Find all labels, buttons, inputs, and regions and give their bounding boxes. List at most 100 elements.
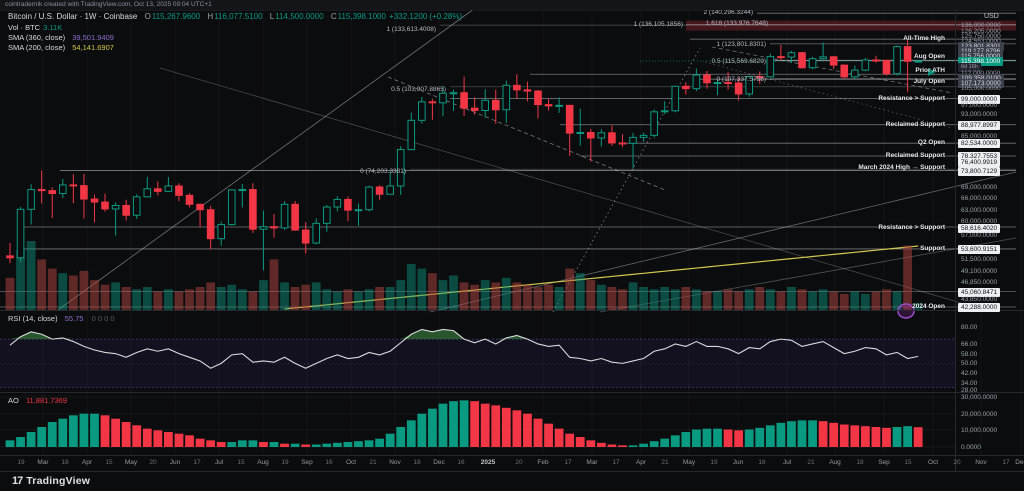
- ao-bar: [501, 407, 511, 447]
- ao-bar: [512, 410, 522, 447]
- volume-bar: [375, 287, 384, 310]
- price-axis-label: 20,000.0000: [961, 410, 998, 418]
- volume-bar: [111, 282, 120, 310]
- volume-bar: [121, 287, 131, 310]
- price-axis-label: 123,801.8301: [958, 41, 1004, 51]
- candle-body: [439, 92, 447, 104]
- ao-bar: [259, 441, 268, 447]
- candle-body: [703, 74, 711, 84]
- volume-bar: [343, 289, 353, 310]
- ao-bar: [459, 400, 469, 447]
- price-axis-label: 46,850.0000: [961, 278, 998, 286]
- candle-body: [428, 101, 437, 104]
- volume-bar: [100, 284, 110, 310]
- trend-line: [57, 5, 479, 311]
- candle-body: [819, 56, 827, 60]
- price-axis-label: 109,358.0100: [958, 73, 1004, 83]
- ao-bar: [121, 421, 131, 447]
- ao-bar: [818, 421, 828, 447]
- ao-bar: [554, 428, 564, 447]
- volume-bar: [322, 289, 332, 310]
- volume-bar: [438, 280, 448, 310]
- tradingview-logo[interactable]: 17 TradingView: [12, 475, 90, 487]
- volume-bar: [491, 282, 501, 310]
- ao-bar: [628, 445, 638, 447]
- price-axis-label: 78,327.7553: [958, 151, 1001, 161]
- candle-body: [470, 107, 479, 112]
- price-axis-label: 57,000.0000: [961, 231, 998, 239]
- trend-line: [159, 67, 986, 311]
- ao-bar: [322, 443, 332, 447]
- volume-bar: [586, 280, 596, 310]
- price-axis-label: 115,398.1000: [958, 56, 1004, 66]
- ao-bar: [449, 401, 458, 447]
- trend-line: [387, 76, 666, 191]
- volume-bar: [607, 287, 617, 310]
- ao-bar: [100, 415, 110, 447]
- candle-body: [27, 189, 35, 210]
- candle-body: [755, 76, 764, 79]
- ao-bar: [702, 428, 712, 447]
- tradingview-logo-mark: 17: [12, 475, 23, 487]
- volume-legend-row[interactable]: Vol · BTC 3.11K: [8, 23, 62, 32]
- sma200-line: [284, 245, 919, 310]
- candle-body: [766, 56, 775, 78]
- candle-body: [69, 184, 78, 187]
- ao-bar: [723, 429, 733, 447]
- volume-bar: [808, 291, 817, 310]
- change-value: +332.1200 (+0.28%): [389, 12, 463, 21]
- ao-bar: [206, 440, 216, 447]
- rsi-legend-row[interactable]: RSI (14, close) 55.75 0 0 0 0: [8, 314, 115, 323]
- volume-bar: [354, 291, 363, 310]
- ao-bar: [903, 426, 912, 447]
- ao-bar: [470, 401, 480, 447]
- price-axis-label: 97,000.0000: [961, 101, 998, 109]
- ao-bar: [79, 413, 89, 447]
- ao-bar: [639, 443, 648, 447]
- price-axis-label: 99,000.0000: [958, 94, 1001, 104]
- high-value: 116,077.5100: [214, 12, 263, 21]
- volume-bar: [744, 289, 754, 310]
- ao-bar: [248, 440, 258, 447]
- price-axis-currency[interactable]: USD: [984, 13, 999, 20]
- candle-body: [143, 188, 152, 198]
- ao-legend-row[interactable]: AO 11,881.7369: [8, 396, 67, 405]
- candle-body: [808, 58, 817, 69]
- volume-bar: [787, 287, 796, 310]
- ao-bar: [871, 426, 881, 447]
- candle-body: [713, 82, 722, 85]
- candle-body: [565, 104, 574, 134]
- volume-bar: [639, 287, 648, 310]
- candle-body: [829, 56, 838, 66]
- low-value: 114,500.0000: [275, 12, 324, 21]
- volume-bar: [248, 291, 258, 310]
- volume-bar: [544, 284, 553, 310]
- volume-bar: [206, 282, 216, 310]
- volume-value: 3.11K: [43, 23, 63, 32]
- candle-body: [734, 82, 743, 95]
- candle-body: [682, 85, 690, 90]
- candle-body: [175, 185, 183, 196]
- volume-bar: [16, 250, 25, 310]
- candle-body: [449, 92, 458, 95]
- price-axis-label: 58.00: [961, 350, 978, 358]
- sma360-legend-row[interactable]: SMA (360, close) 39,501.9409: [8, 33, 114, 42]
- price-axis-label: 105,000.0000: [961, 84, 1001, 92]
- sma200-legend-row[interactable]: SMA (200, close) 54,141.6907: [8, 43, 114, 52]
- volume-bar: [818, 289, 828, 310]
- rsi-band-fill: [0, 339, 955, 388]
- volume-bar: [797, 289, 807, 310]
- candle-body: [122, 204, 130, 216]
- ao-bar: [596, 442, 606, 447]
- price-axis[interactable]: 136,000.0000126,205.0000125,750.0000124,…: [956, 0, 1024, 491]
- price-axis-label: 10,000.0000: [961, 426, 998, 434]
- volume-bar: [47, 268, 57, 310]
- symbol-title[interactable]: Bitcoin / U.S. Dollar · 1W · Coinbase: [8, 12, 138, 21]
- price-axis-label: 125,750.0000: [961, 32, 1001, 40]
- volume-bar: [618, 289, 627, 310]
- ao-bar: [586, 440, 596, 447]
- candle-body: [502, 84, 511, 111]
- candle-body: [481, 99, 489, 112]
- symbol-legend-row[interactable]: Bitcoin / U.S. Dollar · 1W · Coinbase O1…: [8, 12, 462, 21]
